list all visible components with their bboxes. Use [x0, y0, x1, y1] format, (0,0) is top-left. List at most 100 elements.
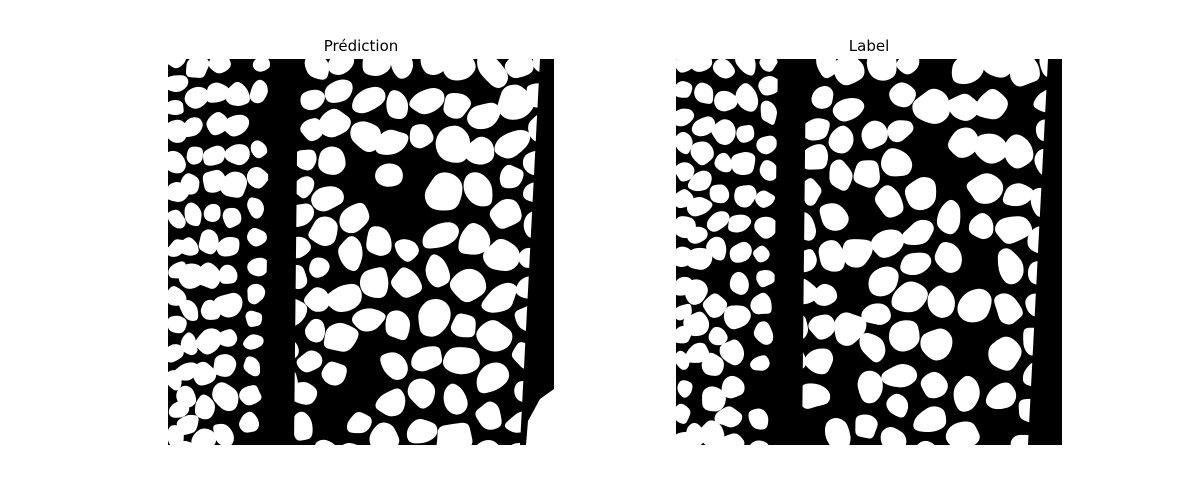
cell-blob: [369, 422, 400, 445]
cell-blob: [179, 300, 199, 322]
cell-blob: [917, 440, 935, 445]
cell-blob: [442, 59, 476, 81]
cell-blob: [685, 422, 705, 445]
cell-blob: [186, 146, 203, 165]
cell-blob: [292, 411, 313, 441]
cell-blob: [418, 298, 451, 337]
corner-artifact: [526, 389, 554, 445]
cell-blob: [1004, 134, 1034, 169]
cell-blob: [499, 164, 524, 189]
cell-blob: [957, 288, 992, 323]
cell-blob: [425, 254, 451, 288]
cell-blob: [198, 229, 219, 255]
cell-blob: [710, 119, 736, 145]
cell-blob: [304, 59, 330, 80]
cell-blob: [206, 82, 230, 103]
cell-blob: [247, 257, 270, 277]
cell-blob: [180, 332, 198, 356]
cell-blob: [422, 222, 459, 249]
cell-blob: [683, 311, 710, 337]
cell-blob: [755, 190, 776, 208]
cell-blob: [734, 185, 757, 208]
cell-blob: [951, 59, 985, 85]
cell-blob: [390, 59, 414, 79]
cell-blob: [219, 171, 248, 198]
cell-blob: [394, 239, 419, 262]
cell-blob: [168, 59, 186, 69]
cell-blob: [946, 93, 981, 121]
cell-blob: [896, 59, 920, 75]
cell-blob: [208, 59, 231, 74]
cell-blob: [390, 267, 422, 298]
cell-blob: [966, 173, 1004, 204]
cell-blob: [676, 131, 693, 155]
cell-blob: [239, 411, 260, 433]
cell-blob: [407, 378, 436, 409]
cell-blob: [318, 108, 351, 138]
cell-blob: [463, 172, 493, 207]
cell-blob: [462, 136, 495, 165]
cell-blob: [192, 361, 217, 386]
cell-blob: [218, 264, 238, 284]
cell-blob: [177, 237, 199, 256]
prediction-mask-image: [168, 59, 554, 445]
cell-blob: [222, 207, 242, 229]
cell-blob: [973, 133, 1009, 164]
cell-blob: [476, 362, 510, 394]
cell-blob: [443, 93, 471, 119]
cell-blob: [811, 86, 834, 109]
cell-blob: [1009, 59, 1040, 87]
cell-blob: [184, 202, 202, 227]
cell-blob: [351, 308, 386, 332]
cell-blob: [891, 281, 928, 313]
cell-blob: [224, 144, 250, 166]
cell-blob: [386, 90, 409, 119]
cell-blob: [380, 352, 408, 380]
cell-blob: [375, 388, 406, 417]
cell-blob: [477, 439, 499, 445]
cell-blob: [756, 270, 776, 288]
cell-blob: [684, 279, 708, 305]
cell-blob: [168, 344, 184, 363]
cell-blob: [920, 371, 948, 399]
cell-blob: [494, 129, 531, 159]
cell-blob: [985, 382, 1017, 410]
cell-blob: [685, 342, 710, 363]
cell-blob: [701, 352, 724, 376]
cell-blob: [832, 98, 865, 122]
cell-blob: [855, 414, 878, 439]
cell-blob: [706, 236, 727, 261]
cell-blob: [409, 87, 445, 115]
cell-blob: [300, 89, 325, 111]
cell-blob: [225, 81, 250, 107]
cell-blob: [215, 329, 238, 347]
cell-blob: [721, 375, 745, 399]
cell-blob: [309, 257, 330, 278]
cell-blob: [842, 239, 873, 268]
cell-blob: [988, 336, 1022, 371]
cell-blob: [321, 361, 347, 386]
cell-blob: [247, 283, 266, 305]
cell-blob: [945, 421, 980, 445]
cell-blob: [913, 406, 947, 433]
cell-blob: [708, 326, 728, 346]
cell-blob: [196, 262, 221, 289]
cell-blob: [736, 124, 755, 143]
cell-blob: [880, 148, 913, 177]
cell-blob: [697, 420, 725, 445]
cell-blob: [676, 108, 695, 127]
cell-blob: [994, 293, 1023, 325]
cell-blob: [818, 240, 846, 272]
cell-blob: [934, 242, 962, 273]
cell-blob: [483, 238, 520, 272]
cell-blob: [176, 414, 199, 436]
cell-blob: [318, 146, 346, 175]
cell-blob: [974, 88, 1008, 120]
cell-blob: [801, 178, 822, 206]
cell-blob: [753, 245, 770, 263]
cell-blob: [714, 90, 738, 112]
cell-blob: [861, 303, 891, 325]
cell-blobs: [676, 59, 1062, 445]
cell-blob: [750, 440, 769, 445]
cell-blob: [304, 318, 326, 343]
